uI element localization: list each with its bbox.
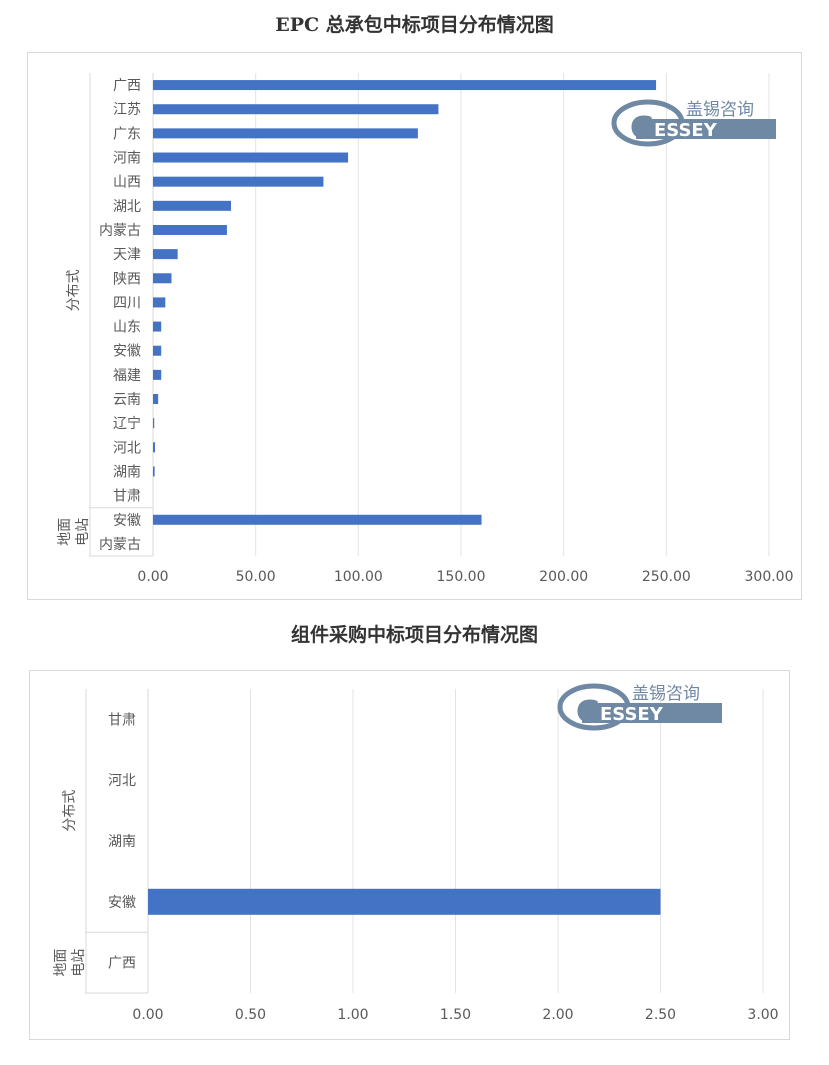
chart1-bar bbox=[153, 249, 178, 260]
chart1-category-label: 江苏 bbox=[113, 102, 141, 118]
chart1-bar bbox=[153, 369, 162, 380]
chart1-bar bbox=[153, 321, 162, 332]
chart1-tick-label: 250.00 bbox=[642, 569, 691, 585]
chart1-category-label: 河北 bbox=[113, 440, 141, 456]
chart2-bar bbox=[148, 888, 661, 915]
chart1-bar bbox=[153, 394, 159, 405]
chart1-category-label: 福建 bbox=[113, 368, 141, 384]
chart2-logo-letter: G bbox=[576, 695, 601, 730]
chart1-group-label: 地面 bbox=[57, 518, 73, 546]
chart2-category-label: 河北 bbox=[108, 773, 136, 789]
chart2-tick-label: 1.50 bbox=[440, 1007, 471, 1023]
chart1-category-label: 内蒙古 bbox=[99, 537, 141, 553]
chart1-category-label: 广西 bbox=[113, 78, 141, 94]
chart1-category-label: 湖南 bbox=[113, 464, 141, 480]
chart1-category-label: 山东 bbox=[113, 320, 141, 336]
chart1-tick-label: 200.00 bbox=[539, 569, 588, 585]
chart2-tick-label: 1.00 bbox=[337, 1007, 368, 1023]
chart1-logo-en: ESSEY bbox=[654, 120, 718, 141]
chart2-logo-en: ESSEY bbox=[600, 704, 664, 725]
chart1-group-label: 分布式 bbox=[66, 269, 82, 311]
chart2-group-label: 电站 bbox=[71, 949, 87, 977]
chart1-bar bbox=[153, 273, 172, 284]
chart1-category-label: 广东 bbox=[113, 126, 141, 142]
chart1-logo-cn: 盖锡咨询 bbox=[686, 100, 754, 120]
chart2-category-label: 安徽 bbox=[108, 895, 136, 911]
chart1-bar bbox=[153, 514, 482, 525]
chart1-category-label: 山西 bbox=[113, 175, 141, 191]
chart1-tick-label: 100.00 bbox=[334, 569, 383, 585]
chart2-tick-label: 0.50 bbox=[235, 1007, 266, 1023]
chart1-tick-label: 150.00 bbox=[437, 569, 486, 585]
chart1-logo-letter: G bbox=[630, 111, 655, 146]
chart1-tick-label: 0.00 bbox=[137, 569, 168, 585]
chart2-logo-band bbox=[582, 703, 722, 723]
chart2-tick-label: 0.00 bbox=[132, 1007, 163, 1023]
chart1-bar bbox=[153, 224, 227, 235]
chart1-svg: 0.00 50.00 100.00 150.00 200.00 250.00 300.00 广… bbox=[57, 73, 794, 585]
chart1-bar bbox=[153, 176, 324, 187]
chart1-bar bbox=[153, 297, 166, 308]
chart1-bar bbox=[153, 200, 232, 211]
chart2-panel: 0.00 0.50 1.00 1.50 2.00 2.50 3.00 甘肃河北湖南安徽 分布式广… bbox=[29, 670, 790, 1040]
chart1-category-label: 安徽 bbox=[113, 344, 141, 360]
chart1-category-label: 天津 bbox=[113, 247, 141, 263]
chart1-category-label: 辽宁 bbox=[113, 415, 141, 432]
chart2-category-label: 湖南 bbox=[108, 834, 136, 850]
chart1-category-label: 甘肃 bbox=[113, 489, 141, 505]
chart2-category-label: 广西 bbox=[108, 956, 136, 972]
chart1-bar bbox=[153, 418, 155, 429]
chart1-category-label: 云南 bbox=[113, 392, 141, 408]
chart1-category-label: 内蒙古 bbox=[99, 223, 141, 239]
chart2-tick-label: 2.00 bbox=[542, 1007, 573, 1023]
chart1-logo-band bbox=[636, 119, 776, 139]
chart2-tick-label: 3.00 bbox=[747, 1007, 778, 1023]
chart1-bar bbox=[153, 466, 155, 477]
chart1-panel: 0.00 50.00 100.00 150.00 200.00 250.00 300.00 广… bbox=[27, 52, 802, 600]
chart1-bar bbox=[153, 152, 349, 163]
chart2-title: 组件采购中标项目分布情况图 bbox=[290, 624, 538, 646]
chart1-bar bbox=[153, 80, 657, 91]
chart1-bar bbox=[153, 104, 439, 115]
chart1-category-label: 湖北 bbox=[113, 199, 141, 215]
chart2-category-label: 甘肃 bbox=[108, 712, 136, 728]
chart2-logo-cn: 盖锡咨询 bbox=[632, 684, 700, 704]
chart1-tick-label: 50.00 bbox=[236, 569, 276, 585]
chart1-group-label: 电站 bbox=[75, 518, 91, 546]
chart1-bar bbox=[153, 442, 156, 453]
chart2-group-label: 地面 bbox=[53, 949, 69, 977]
chart1-title: EPC 总承包中标项目分布情况图 bbox=[275, 14, 554, 36]
chart2-group-label: 分布式 bbox=[62, 790, 78, 832]
chart1-category-label: 陕西 bbox=[113, 271, 141, 287]
chart1-tick-label: 300.00 bbox=[745, 569, 794, 585]
chart2-tick-label: 2.50 bbox=[645, 1007, 676, 1023]
chart1-bar bbox=[153, 345, 162, 356]
chart1-category-label: 河南 bbox=[113, 151, 141, 167]
chart1-category-label: 安徽 bbox=[113, 513, 141, 529]
chart1-bar bbox=[153, 128, 418, 139]
chart1-category-label: 四川 bbox=[113, 295, 141, 311]
